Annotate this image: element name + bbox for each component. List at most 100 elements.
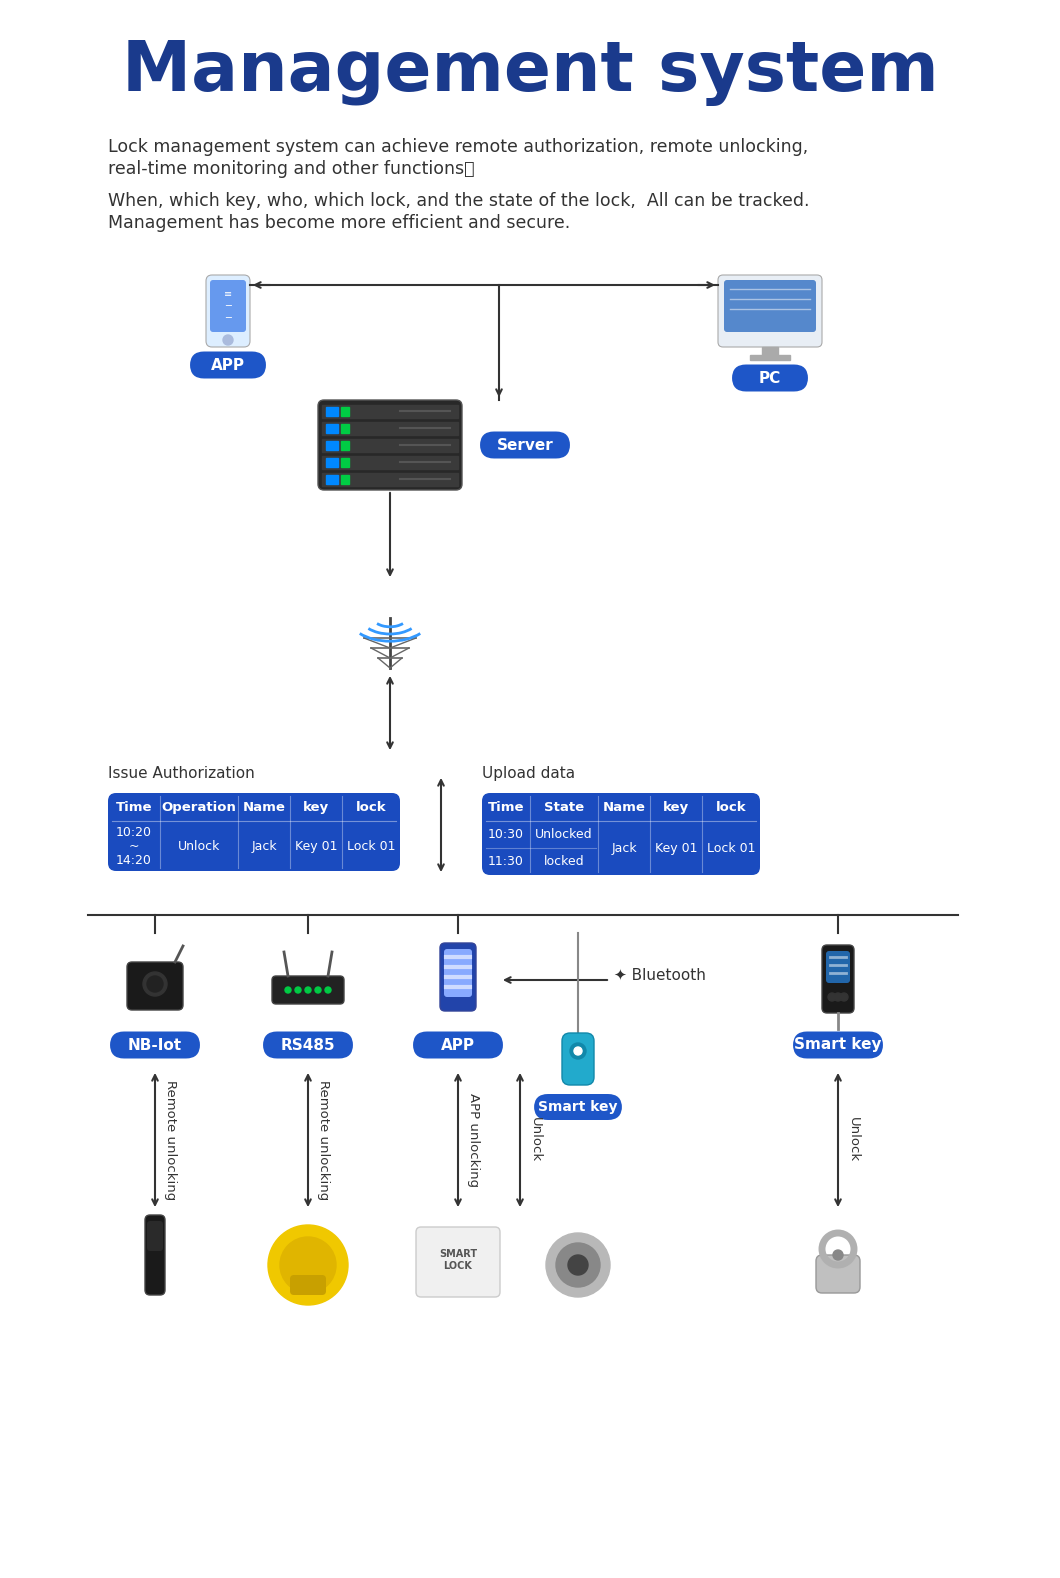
Circle shape <box>546 1232 609 1297</box>
FancyBboxPatch shape <box>440 944 476 1011</box>
FancyBboxPatch shape <box>127 963 183 1010</box>
Text: Jack: Jack <box>251 839 277 852</box>
Text: Key 01: Key 01 <box>295 839 337 852</box>
FancyBboxPatch shape <box>416 1228 500 1297</box>
FancyBboxPatch shape <box>480 431 570 459</box>
Circle shape <box>828 993 836 1000</box>
Text: locked: locked <box>544 855 584 868</box>
FancyBboxPatch shape <box>110 1032 200 1059</box>
Text: ✦ Bluetooth: ✦ Bluetooth <box>614 967 706 983</box>
Bar <box>322 456 458 469</box>
Text: Time: Time <box>488 800 525 814</box>
FancyBboxPatch shape <box>147 1221 163 1251</box>
Text: Management has become more efficient and secure.: Management has become more efficient and… <box>108 215 570 232</box>
FancyBboxPatch shape <box>272 977 344 1004</box>
Text: lock: lock <box>356 800 386 814</box>
FancyBboxPatch shape <box>826 952 850 983</box>
Circle shape <box>143 972 167 996</box>
Text: Remote unlocking: Remote unlocking <box>164 1079 177 1201</box>
FancyBboxPatch shape <box>210 279 246 331</box>
Text: APP: APP <box>441 1037 475 1053</box>
Text: Management system: Management system <box>122 38 938 106</box>
Circle shape <box>834 993 842 1000</box>
Text: RS485: RS485 <box>281 1037 335 1053</box>
Bar <box>326 407 338 417</box>
Circle shape <box>315 986 321 993</box>
Text: NB-Iot: NB-Iot <box>128 1037 182 1053</box>
Text: key: key <box>303 800 329 814</box>
Text: Issue Authorization: Issue Authorization <box>108 765 254 781</box>
Circle shape <box>556 1243 600 1288</box>
Circle shape <box>840 993 848 1000</box>
FancyBboxPatch shape <box>732 365 808 391</box>
Text: Lock management system can achieve remote authorization, remote unlocking,: Lock management system can achieve remot… <box>108 137 808 156</box>
Bar <box>326 458 338 467</box>
Bar <box>341 440 349 450</box>
Circle shape <box>280 1237 336 1292</box>
Bar <box>341 458 349 467</box>
Bar <box>326 424 338 432</box>
Text: Time: Time <box>116 800 153 814</box>
Bar <box>341 407 349 417</box>
Circle shape <box>147 977 163 993</box>
Text: Name: Name <box>602 800 646 814</box>
FancyBboxPatch shape <box>263 1032 353 1059</box>
Circle shape <box>575 1046 582 1056</box>
Text: Upload data: Upload data <box>482 765 576 781</box>
Text: Operation: Operation <box>161 800 236 814</box>
Text: 10:20
~
14:20: 10:20 ~ 14:20 <box>116 825 152 866</box>
Text: real-time monitoring and other functions。: real-time monitoring and other functions… <box>108 159 475 178</box>
Text: Unlock: Unlock <box>178 839 220 852</box>
Text: Lock 01: Lock 01 <box>707 841 755 855</box>
FancyBboxPatch shape <box>562 1034 594 1086</box>
Bar <box>322 421 458 436</box>
Text: When, which key, who, which lock, and the state of the lock,  All can be tracked: When, which key, who, which lock, and th… <box>108 193 810 210</box>
Text: PC: PC <box>759 371 781 385</box>
Text: Remote unlocking: Remote unlocking <box>317 1079 330 1201</box>
Text: ≡
─
─: ≡ ─ ─ <box>224 289 232 322</box>
Text: 10:30: 10:30 <box>488 828 524 841</box>
Text: Lock 01: Lock 01 <box>347 839 395 852</box>
FancyBboxPatch shape <box>793 1032 883 1059</box>
FancyBboxPatch shape <box>444 948 472 997</box>
Text: Unlock: Unlock <box>529 1117 542 1163</box>
Bar <box>322 406 458 418</box>
Bar <box>326 475 338 484</box>
Text: Unlocked: Unlocked <box>535 828 593 841</box>
Bar <box>341 475 349 484</box>
Text: SMART
LOCK: SMART LOCK <box>439 1250 477 1270</box>
Circle shape <box>295 986 301 993</box>
Text: Unlock: Unlock <box>847 1117 860 1163</box>
FancyBboxPatch shape <box>290 1275 326 1296</box>
Circle shape <box>568 1255 588 1275</box>
Bar <box>322 439 458 451</box>
FancyBboxPatch shape <box>318 399 462 491</box>
Circle shape <box>223 335 233 346</box>
Text: State: State <box>544 800 584 814</box>
FancyBboxPatch shape <box>482 794 760 874</box>
FancyBboxPatch shape <box>108 794 400 871</box>
Bar <box>322 473 458 486</box>
FancyBboxPatch shape <box>534 1094 622 1120</box>
Text: APP unlocking: APP unlocking <box>467 1094 480 1187</box>
FancyBboxPatch shape <box>145 1215 165 1296</box>
Text: Smart key: Smart key <box>538 1100 618 1114</box>
FancyBboxPatch shape <box>190 352 266 379</box>
FancyBboxPatch shape <box>413 1032 504 1059</box>
Bar <box>326 440 338 450</box>
Circle shape <box>285 986 292 993</box>
Circle shape <box>268 1225 348 1305</box>
Text: Key 01: Key 01 <box>655 841 697 855</box>
Circle shape <box>305 986 311 993</box>
FancyBboxPatch shape <box>822 945 854 1013</box>
FancyBboxPatch shape <box>718 275 822 347</box>
FancyBboxPatch shape <box>724 279 816 331</box>
Text: lock: lock <box>716 800 746 814</box>
Text: Name: Name <box>243 800 285 814</box>
Circle shape <box>325 986 331 993</box>
Text: key: key <box>662 800 689 814</box>
Text: Server: Server <box>497 437 553 453</box>
Bar <box>750 355 790 360</box>
Circle shape <box>570 1043 586 1059</box>
Text: APP: APP <box>211 358 245 372</box>
